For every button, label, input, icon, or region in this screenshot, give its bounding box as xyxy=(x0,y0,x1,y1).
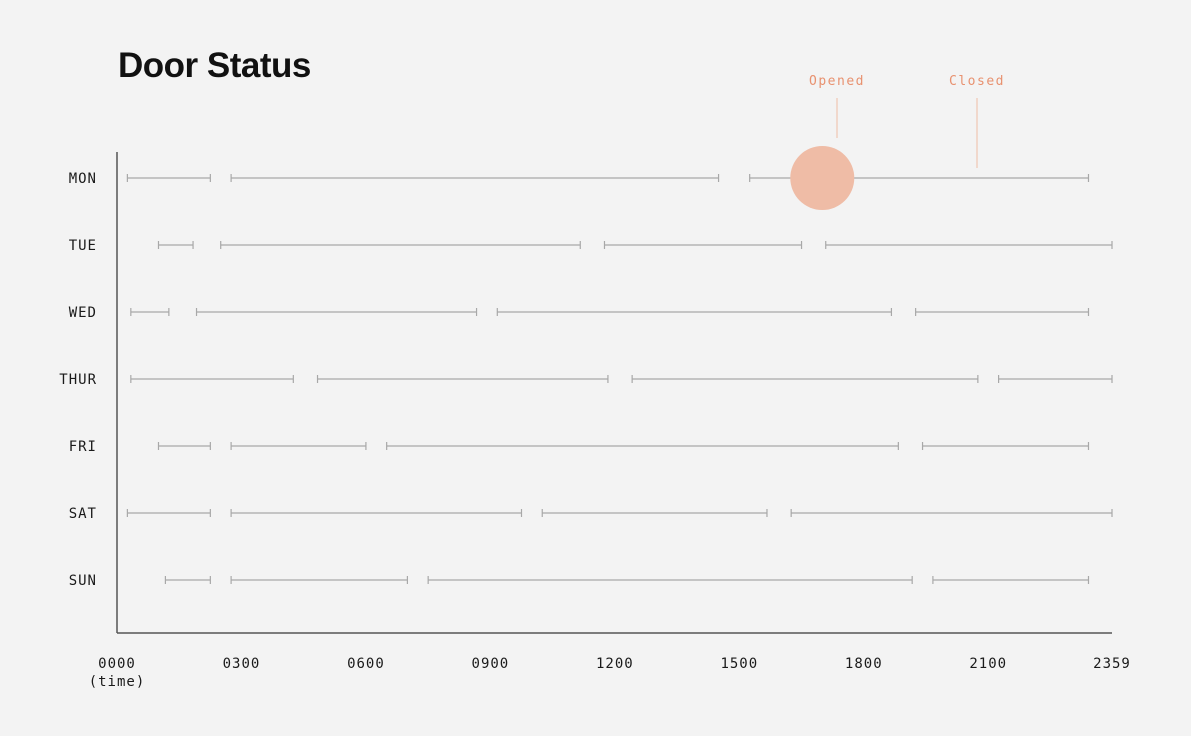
x-tick-label: 2100 xyxy=(969,656,1007,672)
x-tick-label: 0600 xyxy=(347,656,385,672)
day-label: SUN xyxy=(69,573,97,589)
closed-interval-bar xyxy=(496,308,893,316)
closed-interval-bar xyxy=(126,174,211,182)
day-label: TUE xyxy=(69,238,97,254)
day-row-sat: SAT xyxy=(69,506,1113,522)
x-tick-labels: 0000 0300 0600 0900 1200 1500 1800 2100 2359 xyxy=(98,656,1131,672)
opened-marker xyxy=(790,146,855,210)
day-row-thur: THUR xyxy=(59,372,1113,388)
x-tick-label: 0000 xyxy=(98,656,136,672)
closed-interval-bar xyxy=(157,241,194,249)
legend-closed-label: Closed xyxy=(949,74,1005,89)
closed-interval-bar xyxy=(603,241,803,249)
day-label: SAT xyxy=(69,506,97,522)
x-axis-title: (time) xyxy=(89,674,146,690)
x-tick-label: 1800 xyxy=(845,656,883,672)
x-tick-label: 0300 xyxy=(223,656,261,672)
closed-interval-bar xyxy=(230,174,720,182)
closed-interval-bar xyxy=(915,308,1090,316)
day-row-sun: SUN xyxy=(69,573,1090,589)
legend-opened-label: Opened xyxy=(809,74,865,89)
closed-interval-bar xyxy=(631,375,979,383)
closed-interval-bar xyxy=(126,509,211,517)
x-tick-label: 0900 xyxy=(472,656,510,672)
x-tick-label: 2359 xyxy=(1093,656,1131,672)
closed-interval-bar xyxy=(316,375,609,383)
day-row-tue: TUE xyxy=(69,238,1113,254)
closed-interval-bar xyxy=(825,241,1113,249)
closed-interval-bar xyxy=(230,576,409,584)
closed-interval-bar xyxy=(164,576,211,584)
highlight-layer xyxy=(790,146,855,210)
closed-interval-bar xyxy=(386,442,899,450)
day-label: FRI xyxy=(69,439,97,455)
axes: (time) xyxy=(89,152,1112,690)
closed-interval-bar xyxy=(921,442,1090,450)
closed-interval-bar xyxy=(220,241,581,249)
x-tick-label: 1200 xyxy=(596,656,634,672)
closed-interval-bar xyxy=(195,308,478,316)
closed-interval-bar xyxy=(230,509,523,517)
closed-interval-bar xyxy=(427,576,913,584)
closed-interval-bar xyxy=(230,442,367,450)
day-row-wed: WED xyxy=(69,305,1090,321)
closed-interval-bar xyxy=(825,174,1090,182)
day-label: THUR xyxy=(59,372,97,388)
day-rows: MON TUE WED THUR FRI SAT SUN xyxy=(59,171,1113,589)
day-label: WED xyxy=(69,305,97,321)
closed-interval-bar xyxy=(932,576,1090,584)
closed-interval-bar xyxy=(130,375,294,383)
day-row-fri: FRI xyxy=(69,439,1090,455)
closed-interval-bar xyxy=(790,509,1113,517)
day-row-mon: MON xyxy=(69,171,1090,187)
closed-interval-bar xyxy=(130,308,170,316)
day-label: MON xyxy=(69,171,97,187)
closed-interval-bar xyxy=(541,509,768,517)
legend: Opened Closed xyxy=(809,74,1005,168)
closed-interval-bar xyxy=(998,375,1113,383)
x-tick-label: 1500 xyxy=(720,656,758,672)
chart-title: Door Status xyxy=(118,46,311,85)
closed-interval-bar xyxy=(157,442,211,450)
